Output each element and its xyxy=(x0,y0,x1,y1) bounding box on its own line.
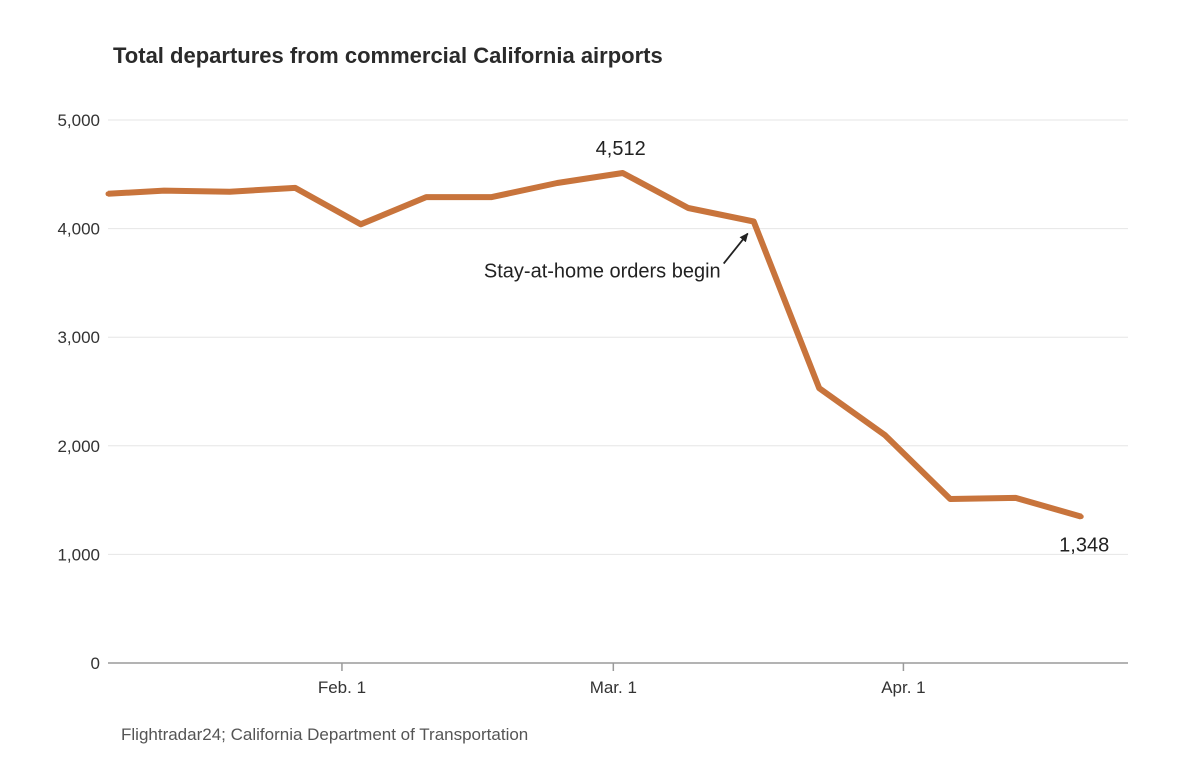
data-point xyxy=(620,170,626,176)
data-point xyxy=(1013,495,1019,501)
data-point xyxy=(358,221,364,227)
data-point xyxy=(947,496,953,502)
y-tick-label: 1,000 xyxy=(57,545,100,564)
data-point xyxy=(227,189,233,195)
y-axis-tick-labels: 0 1,000 2,000 3,000 4,000 5,000 xyxy=(57,111,100,673)
data-point xyxy=(161,188,167,194)
x-tick-label: Feb. 1 xyxy=(318,678,366,697)
y-tick-label: 4,000 xyxy=(57,220,100,239)
data-point xyxy=(489,194,495,200)
source-note: Flightradar24; California Department of … xyxy=(121,725,529,744)
annotation: Stay-at-home orders begin xyxy=(484,232,749,283)
data-point xyxy=(882,432,888,438)
data-point xyxy=(1078,514,1084,520)
data-point xyxy=(751,219,757,225)
data-point xyxy=(292,185,298,191)
data-labels: 4,512 1,348 xyxy=(596,138,1110,557)
y-tick-label: 3,000 xyxy=(57,328,100,347)
gridlines xyxy=(108,119,1128,555)
data-label-peak: 4,512 xyxy=(596,138,646,160)
data-point xyxy=(423,194,429,200)
y-tick-label: 5,000 xyxy=(57,111,100,130)
series-path xyxy=(107,170,1083,520)
x-tick-label: Apr. 1 xyxy=(881,678,925,697)
series-line xyxy=(105,170,1084,520)
data-label-last: 1,348 xyxy=(1059,535,1109,557)
x-tick-label: Mar. 1 xyxy=(590,678,637,697)
data-point xyxy=(685,205,691,211)
y-tick-label: 0 xyxy=(91,654,100,673)
annotation-arrow xyxy=(722,232,749,265)
y-tick-label: 2,000 xyxy=(57,437,100,456)
data-point xyxy=(105,191,111,197)
x-axis: Feb. 1 Mar. 1 Apr. 1 xyxy=(318,663,926,697)
data-point xyxy=(816,385,822,391)
annotation-text: Stay-at-home orders begin xyxy=(484,261,721,283)
chart-title: Total departures from commercial Califor… xyxy=(113,43,663,68)
data-point xyxy=(554,180,560,186)
